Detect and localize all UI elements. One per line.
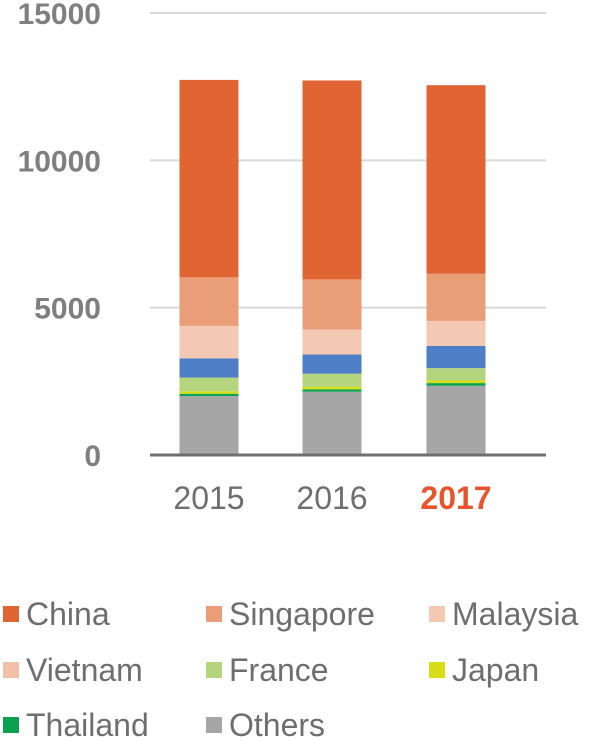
legend-label: Japan <box>452 652 539 688</box>
bar-segment-thailand-2015 <box>179 393 239 397</box>
bar-segment-thailand-2016 <box>302 389 362 392</box>
legend-swatch <box>429 662 445 678</box>
legend-item-singapore: Singapore <box>206 596 375 632</box>
bar-segment-thailand-2017 <box>426 383 486 386</box>
bar-segment-china-2016 <box>302 80 362 280</box>
bar-segment-singapore-2015 <box>179 277 239 326</box>
bar-segment-japan-2016 <box>302 386 362 390</box>
legend-swatch <box>3 717 19 733</box>
legend-item-france: France <box>206 652 329 688</box>
legend-label: China <box>26 596 110 632</box>
bar-segment-vietnam-2017 <box>426 345 486 369</box>
bar-segment-malaysia-2015 <box>179 325 239 359</box>
x-tick-label: 2017 <box>420 480 491 516</box>
y-tick-label: 10000 <box>18 145 101 178</box>
bars <box>179 79 486 455</box>
bar-segment-vietnam-2015 <box>179 358 239 378</box>
legend-label: Thailand <box>26 707 149 741</box>
y-tick-label: 5000 <box>34 293 101 326</box>
legend-label: Others <box>229 707 325 741</box>
legend-item-malaysia: Malaysia <box>429 596 578 632</box>
bar-segment-china-2017 <box>426 85 486 274</box>
bar-segment-singapore-2017 <box>426 273 486 321</box>
y-tick-label: 15000 <box>18 0 101 31</box>
bar-segment-china-2015 <box>179 79 239 278</box>
legend-swatch <box>206 662 222 678</box>
bar-segment-others-2015 <box>179 396 239 455</box>
legend-label: Malaysia <box>452 596 578 632</box>
legend-item-japan: Japan <box>429 652 539 688</box>
legend-label: Vietnam <box>26 652 143 688</box>
bar-segment-others-2017 <box>426 385 486 455</box>
legend-label: France <box>229 652 329 688</box>
bar-segment-france-2015 <box>179 377 239 392</box>
x-tick-label: 2016 <box>296 480 367 516</box>
legend-swatch <box>3 606 19 622</box>
legend-item-thailand: Thailand <box>3 707 149 741</box>
legend-swatch <box>429 606 445 622</box>
legend-item-others: Others <box>206 707 325 741</box>
legend-label: Singapore <box>229 596 375 632</box>
bar-segment-japan-2015 <box>179 391 239 394</box>
legend-swatch <box>3 662 19 678</box>
legend: China Singapore Malaysia Vietnam France Japan… <box>3 596 578 741</box>
bar-segment-malaysia-2016 <box>302 329 362 355</box>
bar-segment-japan-2017 <box>426 380 486 384</box>
bar-segment-malaysia-2017 <box>426 320 486 346</box>
y-tick-label: 0 <box>84 440 101 473</box>
x-tick-label: 2015 <box>173 480 244 516</box>
legend-swatch <box>206 606 222 622</box>
bar-segment-singapore-2016 <box>302 279 362 330</box>
bar-segment-vietnam-2016 <box>302 354 362 374</box>
axes: 0 5000 10000 15000 2015 2016 2017 <box>18 0 546 516</box>
legend-item-china: China <box>3 596 110 632</box>
bar-segment-others-2016 <box>302 391 362 455</box>
legend-swatch <box>206 717 222 733</box>
bar-segment-france-2017 <box>426 368 486 381</box>
bar-segment-france-2016 <box>302 373 362 387</box>
legend-item-vietnam: Vietnam <box>3 652 143 688</box>
